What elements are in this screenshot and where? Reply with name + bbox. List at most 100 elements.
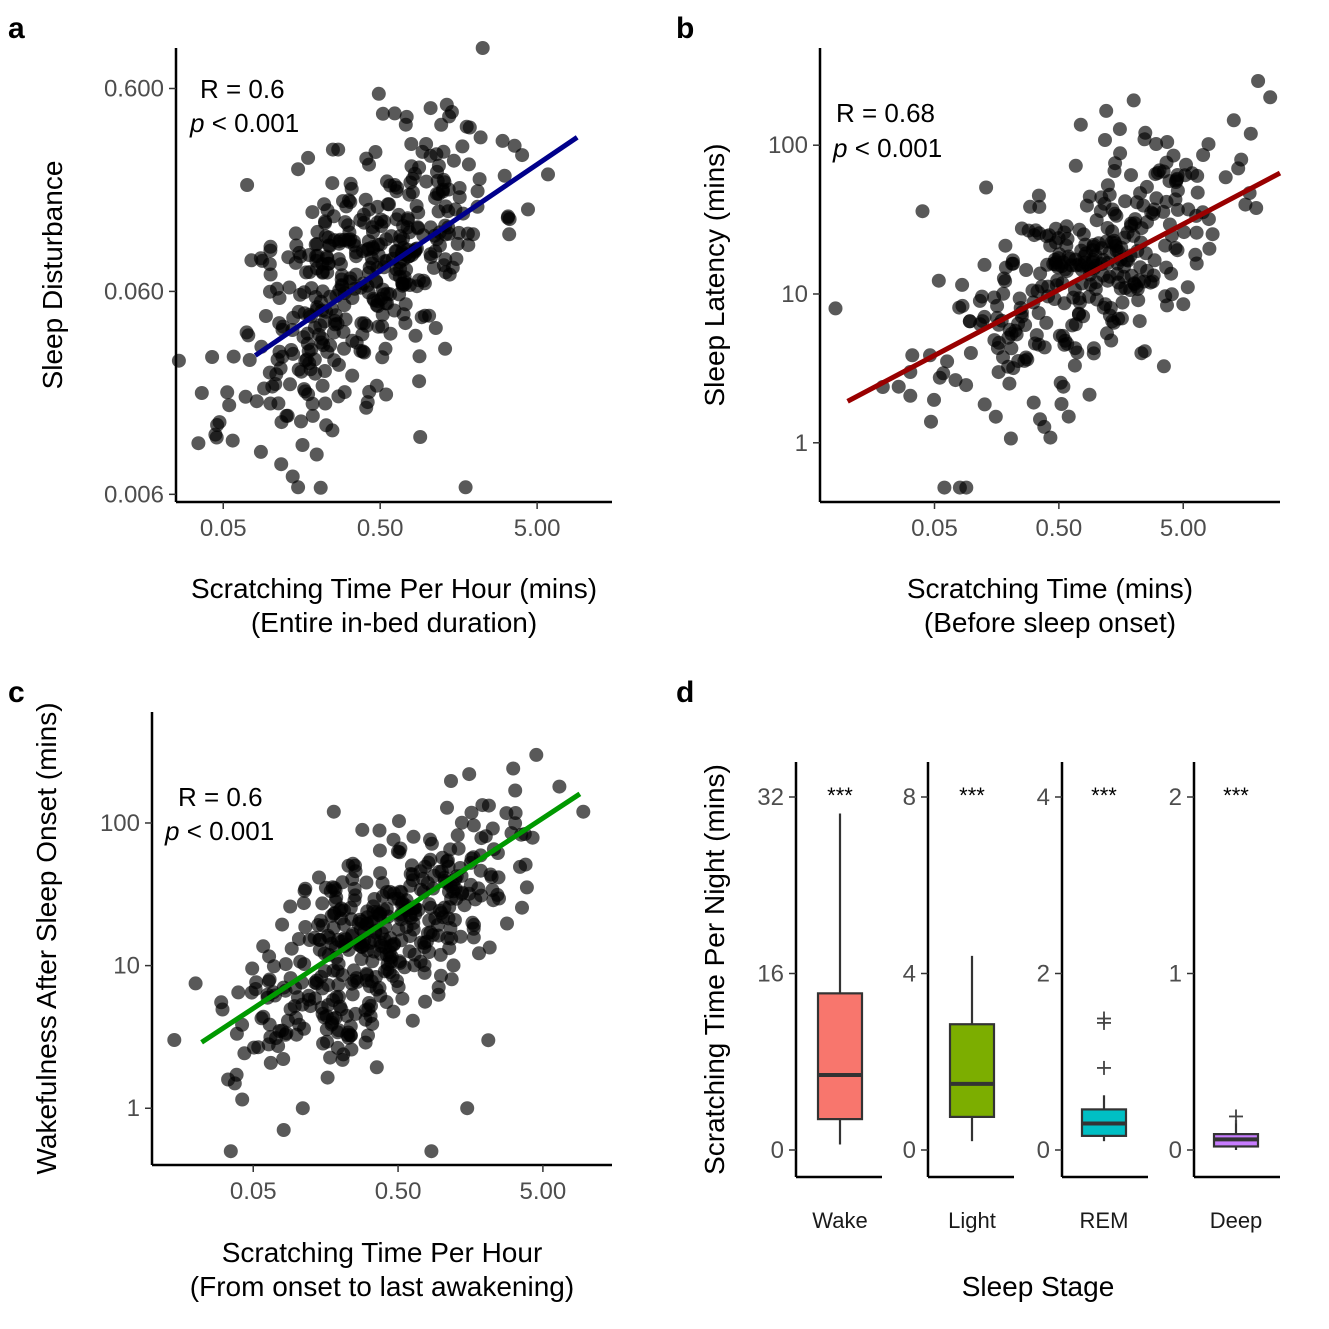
data-point — [903, 388, 918, 403]
data-point — [325, 176, 340, 191]
data-point — [1050, 273, 1065, 288]
data-point — [406, 829, 421, 844]
x-axis-title: Scratching Time Per Hour (mins) — [191, 573, 597, 604]
data-point — [298, 920, 313, 934]
data-point — [1100, 221, 1115, 235]
data-point — [359, 318, 374, 333]
data-point — [331, 389, 346, 404]
data-point — [1065, 318, 1080, 333]
data-point — [1238, 197, 1253, 212]
data-point — [336, 1047, 351, 1062]
data-point — [1176, 297, 1191, 312]
data-point — [371, 86, 386, 101]
data-point — [370, 199, 385, 214]
data-point — [361, 241, 376, 256]
y-tick-label: 0.600 — [104, 75, 164, 102]
data-point — [366, 225, 380, 239]
data-point — [354, 952, 369, 966]
data-point — [454, 815, 469, 830]
data-point — [338, 312, 353, 327]
data-point — [1097, 196, 1112, 211]
data-point — [1073, 117, 1088, 132]
y-axis-title: Sleep Latency (mins) — [699, 143, 730, 406]
significance-stars: *** — [959, 783, 985, 808]
data-point — [315, 378, 330, 393]
data-point — [453, 929, 468, 944]
data-point — [361, 285, 376, 300]
y-tick-label: 32 — [757, 784, 784, 811]
data-point — [349, 335, 364, 350]
box-wake — [816, 992, 864, 1121]
data-point — [1147, 253, 1162, 268]
data-point — [1113, 281, 1128, 296]
data-point — [288, 255, 303, 270]
data-point — [475, 798, 490, 813]
data-point — [495, 133, 510, 148]
data-point — [341, 1025, 356, 1040]
data-point — [362, 157, 376, 172]
data-point — [1120, 225, 1135, 240]
data-point — [249, 394, 264, 409]
data-point — [1031, 188, 1046, 203]
data-point — [402, 187, 417, 202]
significance-stars: *** — [827, 783, 853, 808]
data-point — [1067, 358, 1082, 373]
correlation-annotation: R = 0.6 — [200, 74, 285, 104]
data-point — [473, 863, 488, 878]
y-tick-label: 100 — [768, 132, 808, 159]
data-point — [305, 408, 320, 423]
y-tick-label: 0 — [771, 1137, 784, 1164]
data-point — [959, 480, 974, 495]
data-point — [435, 910, 450, 925]
data-point — [275, 1023, 290, 1038]
p-value-annotation: p < 0.001 — [832, 133, 942, 163]
data-point — [372, 843, 387, 858]
data-point — [263, 396, 278, 411]
data-point — [434, 968, 448, 983]
data-point — [1189, 225, 1204, 240]
data-point — [391, 922, 406, 937]
p-value-annotation: p < 0.001 — [189, 108, 299, 138]
data-point — [327, 881, 342, 896]
data-point — [497, 168, 512, 183]
data-point — [428, 321, 443, 335]
data-point — [256, 1009, 271, 1024]
data-point — [461, 238, 476, 253]
data-point — [326, 209, 341, 224]
data-point — [481, 1033, 496, 1048]
data-point — [326, 993, 340, 1008]
data-point — [220, 385, 235, 400]
data-point — [296, 896, 311, 911]
scatter-panel-b: 0.05 0.50 5.00 1 10 100 Sleep Latency (mins) Sc… — [699, 48, 1282, 638]
data-point — [272, 291, 287, 305]
correlation-annotation: R = 0.6 — [178, 782, 263, 812]
data-point — [1109, 208, 1124, 223]
data-point — [1079, 198, 1094, 213]
data-point — [1068, 341, 1083, 356]
stage-label: Wake — [812, 1208, 867, 1233]
data-point — [1137, 344, 1152, 359]
y-axis-title: Scratching Time Per Night (mins) — [699, 764, 730, 1175]
data-point — [519, 880, 534, 895]
data-point — [482, 940, 497, 955]
data-point — [1158, 238, 1173, 253]
p-value-text: < 0.001 — [847, 133, 942, 163]
data-point — [1108, 156, 1123, 171]
data-point — [1071, 307, 1086, 322]
data-point — [1190, 185, 1205, 200]
x-tick-label: 0.05 — [200, 515, 247, 542]
data-point — [359, 875, 374, 890]
data-point — [515, 900, 529, 915]
data-point — [409, 199, 424, 213]
data-point — [417, 308, 432, 323]
data-point — [1114, 240, 1129, 255]
y-tick-label: 8 — [903, 784, 916, 811]
regression-line — [846, 170, 1282, 404]
data-point — [331, 142, 346, 157]
data-point — [275, 917, 290, 932]
data-point — [435, 850, 450, 865]
data-point — [404, 137, 419, 151]
data-point — [422, 913, 437, 928]
x-tick-label: 0.50 — [375, 1178, 422, 1205]
data-point — [241, 328, 256, 343]
